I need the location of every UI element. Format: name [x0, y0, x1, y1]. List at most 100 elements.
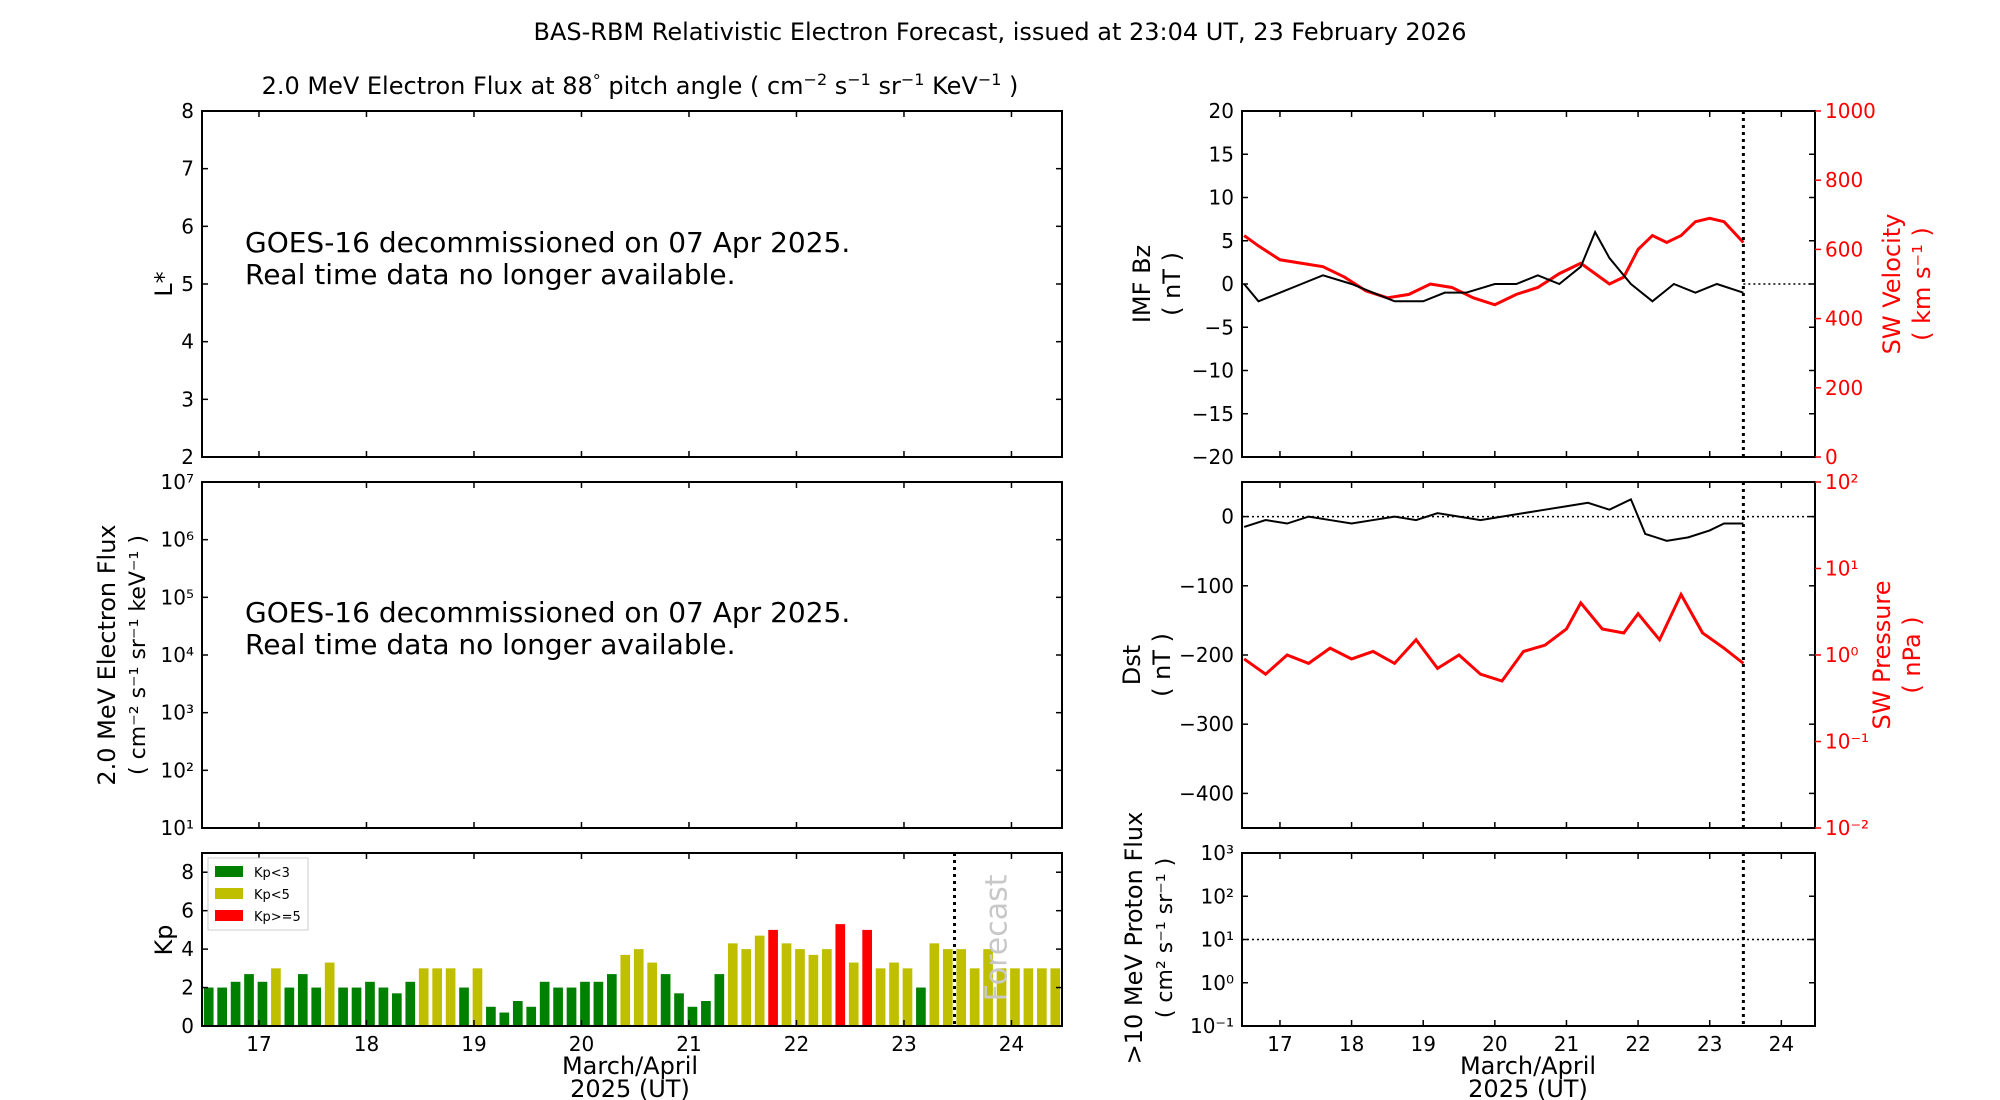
y-tick-label: 2 [181, 445, 194, 469]
right-x-label-line2: 2025 (UT) [1468, 1075, 1588, 1100]
kp-bar [848, 962, 859, 1026]
kp-bar [781, 943, 792, 1026]
y-tick-label: −200 [1179, 643, 1234, 667]
x-tick-label: 17 [1267, 1032, 1292, 1056]
kp-legend: Kp<3 Kp<5 Kp>=5 [207, 857, 309, 931]
eflux-panel: 10¹ 10² 10³ 10⁴ 10⁵ 10⁶ 10⁷ 2.0 MeV Electron F… [93, 470, 1063, 840]
x-tick-label: 19 [1410, 1032, 1435, 1056]
kp-bar [714, 974, 725, 1026]
kp-bar [486, 1006, 496, 1026]
dst-line [1243, 497, 1744, 542]
x-tick-label: 22 [784, 1032, 809, 1056]
dst-y-ticks: −400 −300 −200 −100 0 [1179, 505, 1815, 805]
kp-bar [835, 924, 846, 1026]
kp-bar [862, 929, 872, 1026]
dst-y-label-line1: Dst [1118, 645, 1146, 685]
kp-bar [405, 981, 416, 1026]
kp-bar [768, 929, 778, 1026]
y-tick-label: 3 [181, 387, 194, 411]
kp-bars [203, 924, 1061, 1026]
y-tick-label: 10⁻¹ [1190, 1014, 1234, 1038]
y-tick-label: 6 [181, 214, 194, 238]
kp-bar [378, 987, 389, 1026]
y-tick-label: 15 [1209, 142, 1234, 166]
kp-bar [244, 974, 254, 1026]
kp-bar [526, 1006, 537, 1026]
lstar-annotation-line1: GOES-16 decommissioned on 07 Apr 2025. [245, 226, 850, 259]
proton-y-ticks: 10⁻¹ 10⁰ 10¹ 10² 10³ [1190, 841, 1815, 1038]
kp-bar [727, 943, 738, 1026]
kp-bar [392, 993, 402, 1026]
kp-bar [445, 968, 456, 1026]
proton-y-label-line2: ( cm² s⁻¹ sr⁻¹ ) [1153, 858, 1178, 1018]
dst-x-ticks [1279, 482, 1783, 828]
y-tick-label: 10³ [161, 701, 194, 725]
y-tick-label: 400 [1825, 307, 1863, 331]
x-tick-label: 20 [569, 1032, 594, 1056]
lstar-annotation-line2: Real time data no longer available. [245, 258, 736, 291]
y-tick-label: 5 [1221, 229, 1234, 253]
x-tick-label: 22 [1625, 1032, 1650, 1056]
x-tick-label: 20 [1482, 1032, 1507, 1056]
y-tick-label: 200 [1825, 376, 1863, 400]
y-tick-label: −300 [1179, 712, 1234, 736]
sw-pressure-y-ticks: 10⁻² 10⁻¹ 10⁰ 10¹ 10² [1815, 470, 1869, 840]
y-tick-label: 0 [181, 1014, 194, 1038]
kp-legend-label-mid: Kp<5 [254, 888, 290, 903]
kp-bar [889, 962, 899, 1026]
y-tick-label: 8 [181, 860, 194, 884]
kp-bar [580, 981, 590, 1026]
kp-bar [607, 974, 617, 1026]
y-tick-label: −5 [1205, 315, 1234, 339]
y-tick-label: 7 [181, 157, 194, 181]
kp-bar [459, 987, 469, 1026]
y-tick-label: 10³ [1201, 841, 1234, 865]
kp-bar [996, 968, 1007, 1026]
eflux-x-ticks [258, 482, 1013, 828]
kp-bar [217, 987, 227, 1026]
imf-bz-line [1243, 229, 1744, 303]
kp-bar [701, 1001, 711, 1026]
dst-plot-area [1241, 481, 1816, 829]
y-tick-label: −100 [1179, 574, 1234, 598]
y-tick-label: 600 [1825, 237, 1863, 261]
y-tick-label: 10 [1209, 186, 1234, 210]
y-tick-label: 10¹ [1201, 928, 1234, 952]
eflux-y-label-line2: ( cm⁻² s⁻¹ sr⁻¹ keV⁻¹ ) [126, 535, 151, 775]
y-tick-label: 1000 [1825, 99, 1876, 123]
figure-title: BAS-RBM Relativistic Electron Forecast, … [534, 18, 1467, 46]
y-tick-label: 10⁶ [161, 528, 194, 552]
eflux-annotation-line2: Real time data no longer available. [245, 628, 736, 661]
kp-bar [230, 981, 241, 1026]
y-tick-label: 4 [181, 330, 194, 354]
kp-bar [512, 1001, 523, 1026]
x-tick-label: 17 [246, 1032, 271, 1056]
kp-bar [297, 974, 308, 1026]
kp-bar [674, 993, 684, 1026]
bz-y-label-line2: ( nT ) [1158, 252, 1186, 316]
sw-velocity-line [1243, 216, 1745, 307]
kp-plot-area [201, 852, 1063, 1027]
right-x-label-line1: March/April [1460, 1052, 1596, 1080]
vsw-y-label-line2: ( km s⁻¹ ) [1908, 227, 1936, 341]
x-tick-label: 18 [1339, 1032, 1364, 1056]
kp-bar [687, 1006, 698, 1026]
kp-bar [324, 962, 335, 1026]
y-tick-label: 0 [1221, 505, 1234, 529]
kp-legend-swatch-mid [215, 888, 243, 899]
kp-bar [566, 987, 577, 1026]
kp-bar [902, 968, 913, 1026]
kp-y-ticks: 0 2 4 6 8 [181, 860, 1062, 1038]
y-tick-label: 4 [181, 937, 194, 961]
y-tick-label: −20 [1192, 445, 1234, 469]
y-tick-label: 6 [181, 899, 194, 923]
eflux-y-label-line1: 2.0 MeV Electron Flux [93, 524, 121, 785]
kp-bar [983, 949, 993, 1026]
kp-bar [1050, 968, 1061, 1026]
lstar-panel: 2.0 MeV Electron Flux at 88° pitch angle… [150, 70, 1063, 469]
y-tick-label: 10⁷ [161, 470, 194, 494]
kp-bar [620, 954, 631, 1026]
kp-bar [418, 968, 429, 1026]
psw-y-label-line1: SW Pressure [1868, 580, 1896, 729]
